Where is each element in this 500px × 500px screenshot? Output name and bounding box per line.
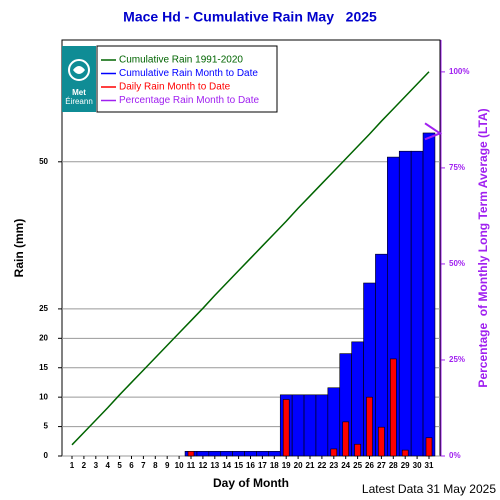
legend-box — [96, 45, 278, 113]
daily-bar — [342, 421, 350, 457]
cumulative-bar — [303, 394, 317, 457]
x-tick-label: 22 — [317, 461, 326, 470]
y-tick-label: 25 — [39, 304, 48, 313]
x-tick-label: 6 — [129, 461, 134, 470]
x-tick-label: 18 — [270, 461, 279, 470]
y2-tick-label: 75% — [449, 163, 465, 172]
x-tick-label: 29 — [401, 461, 410, 470]
percentage-marker — [424, 122, 443, 141]
y-tick-label: 20 — [39, 333, 48, 342]
x-tick-label: 11 — [187, 461, 196, 470]
x-tick-label: 26 — [365, 461, 374, 470]
x-axis-label: Day of Month — [213, 476, 289, 490]
legend-label: Percentage Rain Month to Date — [119, 95, 260, 106]
footer: Latest Data 31 May 2025 — [362, 482, 496, 496]
daily-bar — [366, 396, 373, 457]
x-tick-label: 30 — [413, 461, 422, 470]
cumulative-bar — [268, 450, 281, 457]
y-tick-label: 5 — [44, 422, 49, 431]
x-tick-label: 17 — [258, 461, 267, 470]
x-tick-label: 19 — [282, 461, 291, 470]
y2-tick-label: 0% — [449, 451, 461, 460]
daily-bar — [187, 450, 195, 457]
daily-bar — [401, 449, 409, 457]
x-tick-label: 7 — [141, 461, 146, 470]
logo-text: Met — [72, 88, 86, 97]
x-tick-label: 24 — [341, 461, 350, 470]
cumulative-bar — [232, 450, 245, 457]
cumulative-bar — [398, 150, 412, 457]
x-tick-label: 15 — [234, 461, 243, 470]
legend-label: Cumulative Rain 1991-2020 — [119, 55, 243, 66]
cumulative-bar — [291, 394, 305, 457]
y2-tick-label: 100% — [449, 67, 469, 76]
y-tick-label: 10 — [39, 392, 48, 401]
daily-bar — [354, 443, 361, 457]
logo-icon — [68, 59, 90, 81]
lta-line — [71, 71, 430, 446]
y-tick-label: 0 — [44, 451, 49, 460]
y-axis-label: Rain (mm) — [12, 219, 26, 278]
x-tick-label: 13 — [210, 461, 219, 470]
daily-bar — [378, 426, 385, 457]
x-tick-label: 3 — [94, 461, 99, 470]
legend-label: Cumulative Rain Month to Date — [119, 68, 258, 79]
cumulative-bar — [315, 394, 329, 457]
x-tick-label: 21 — [306, 461, 315, 470]
x-tick-label: 16 — [246, 461, 255, 470]
x-tick-label: 25 — [353, 461, 362, 470]
daily-bar — [282, 399, 290, 457]
x-tick-label: 5 — [117, 461, 122, 470]
x-tick-label: 27 — [377, 461, 386, 470]
x-tick-label: 8 — [153, 461, 158, 470]
y2-axis-label: Percentage of Monthly Long Term Average … — [476, 108, 490, 387]
y-tick-label: 15 — [39, 363, 48, 372]
x-tick-label: 14 — [222, 461, 231, 470]
logo-swirl — [73, 66, 85, 74]
cumulative-bar — [422, 132, 436, 457]
cumulative-bar — [351, 341, 364, 457]
x-tick-label: 4 — [105, 461, 110, 470]
x-tick-label: 10 — [175, 461, 184, 470]
cumulative-bar — [375, 253, 388, 457]
y2-tick-label: 50% — [449, 259, 465, 268]
daily-bar — [389, 358, 397, 457]
cumulative-bar — [327, 387, 341, 457]
x-tick-label: 20 — [294, 461, 303, 470]
legend-label: Daily Rain Month to Date — [119, 82, 231, 93]
cumulative-bar — [196, 450, 210, 457]
cumulative-bar — [220, 450, 233, 457]
daily-bar — [425, 437, 433, 457]
logo-text: Éireann — [65, 97, 93, 106]
chart-title: Mace Hd - Cumulative Rain May 2025 — [123, 9, 377, 25]
cumulative-bar — [244, 450, 257, 457]
x-tick-label: 2 — [82, 461, 87, 470]
x-tick-label: 1 — [70, 461, 75, 470]
x-tick-label: 9 — [165, 461, 170, 470]
x-tick-label: 12 — [198, 461, 207, 470]
y2-tick-label: 25% — [449, 355, 465, 364]
daily-bar — [330, 448, 338, 457]
cumulative-bar — [410, 150, 424, 457]
x-tick-label: 31 — [425, 461, 434, 470]
y-tick-label: 50 — [39, 157, 48, 166]
x-tick-label: 28 — [389, 461, 398, 470]
x-tick-label: 23 — [329, 461, 338, 470]
cumulative-bar — [256, 450, 269, 457]
cumulative-bar — [208, 450, 222, 457]
